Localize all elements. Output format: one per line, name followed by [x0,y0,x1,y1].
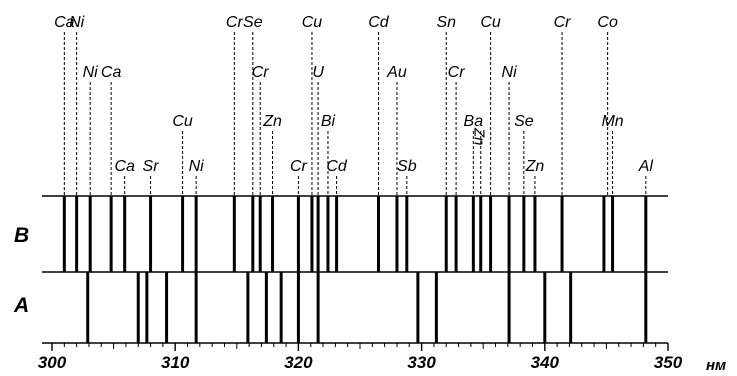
row-a-lines [86,272,648,343]
element-label: Se [514,113,534,130]
element-label: Bi [321,113,336,130]
row-b-lines [62,196,648,272]
axis-tick-label: 330 [407,353,436,372]
element-label: Sr [143,158,160,175]
element-label: Sn [436,14,456,31]
element-label: Sb [397,158,417,175]
element-label: Cu [480,14,501,31]
element-label: Zn [262,113,282,130]
element-label: Cd [326,158,348,175]
spectra-panels [42,195,668,344]
element-label: Ni [502,64,518,81]
row-a-label: A [13,294,29,317]
element-label: Ca [101,64,122,81]
element-label: Ni [69,14,85,31]
element-label: Mn [601,113,623,130]
axis-tick-label: 320 [284,353,313,372]
element-label: Cu [172,113,193,130]
element-label: Ca [114,158,135,175]
element-label: U [312,64,324,81]
element-label: Cr [226,14,244,31]
axis-tick-label: 300 [38,353,67,372]
element-label: Al [638,158,654,175]
element-label: Se [243,14,263,31]
axis-tick-label: 310 [161,353,190,372]
element-label: Cu [302,14,323,31]
element-label: Co [597,14,618,31]
axis-tick-label: 340 [531,353,560,372]
element-label: Zn [471,127,488,146]
element-label: Au [386,64,407,81]
axis-unit-label: нм [706,357,726,374]
element-label: Cr [252,64,270,81]
element-label: Ni [189,158,205,175]
element-label: Ba [464,113,484,130]
axis-tick-label: 350 [654,353,683,372]
element-label: Cr [290,158,308,175]
element-label: Zn [525,158,545,175]
row-b-label: B [14,224,29,247]
element-label: Ca [54,14,75,31]
element-label: Cr [554,14,572,31]
element-label: Ni [83,64,99,81]
element-label: Cd [368,14,390,31]
wavelength-axis: 300 310 320 330 340 350 [38,343,683,372]
element-label: Cr [448,64,466,81]
